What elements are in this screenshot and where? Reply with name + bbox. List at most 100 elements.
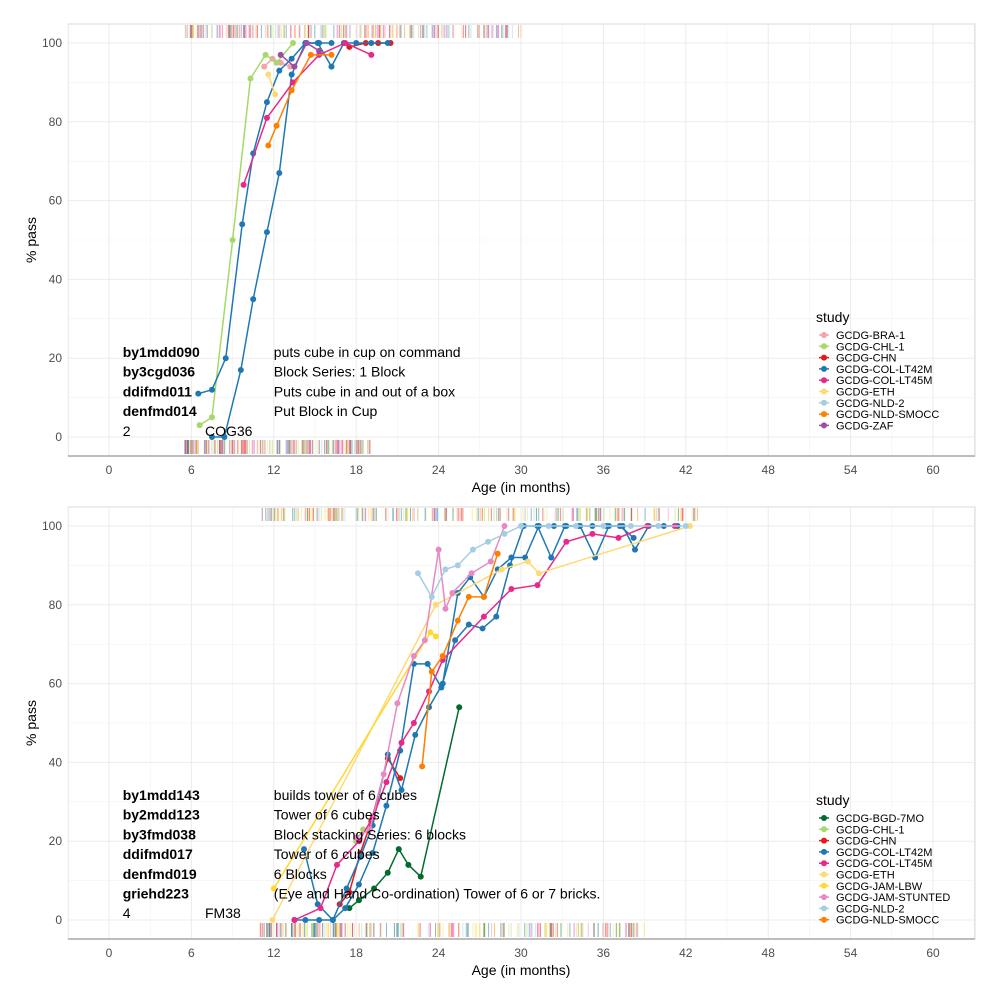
item-code: by3cgd036 — [123, 364, 196, 380]
data-point — [265, 142, 272, 149]
legend-item: GCDG-ZAF — [819, 420, 894, 432]
legend-label: GCDG-COL-LT45M — [836, 858, 932, 870]
data-point — [421, 637, 428, 644]
data-point — [237, 367, 244, 374]
data-point — [272, 91, 279, 98]
y-tick-label: 0 — [55, 913, 62, 927]
series-gcdg-nld-smocc — [419, 550, 501, 770]
data-point — [276, 170, 283, 177]
legend-key-point — [821, 860, 827, 867]
data-point — [655, 523, 662, 529]
item-label: builds tower of 6 cubes — [274, 787, 417, 803]
item-label: (Eye and Hand Co-ordination) Tower of 6 … — [274, 886, 601, 902]
item-label: 6 Blocks — [274, 866, 327, 882]
legend-title: study — [816, 792, 849, 808]
item-code: denfmd019 — [123, 866, 197, 882]
legend-item: GCDG-JAM-STUNTED — [819, 892, 950, 904]
data-point — [221, 434, 228, 440]
x-tick-label: 36 — [597, 463, 611, 477]
x-tick-label: 24 — [432, 463, 446, 477]
legend-label: GCDG-BGD-7MO — [836, 813, 924, 825]
data-point — [261, 63, 268, 70]
series-gcdg-zaf — [277, 40, 323, 70]
x-axis-title: Age (in months) — [472, 479, 571, 495]
legend-label: GCDG-NLD-SMOCC — [836, 409, 939, 421]
data-point — [405, 861, 412, 868]
item-label: Block Series: 1 Block — [274, 364, 406, 380]
x-tick-label: 54 — [844, 463, 858, 477]
data-point — [494, 550, 501, 557]
data-point — [465, 593, 472, 600]
legend-item: GCDG-NLD-2 — [819, 398, 904, 410]
item-label: puts cube in cup on command — [274, 344, 461, 360]
data-point — [534, 582, 541, 589]
series-line — [242, 42, 372, 186]
data-point — [263, 114, 270, 121]
y-tick-label: 60 — [49, 194, 63, 208]
data-point — [366, 826, 373, 833]
y-tick-label: 20 — [49, 834, 63, 848]
data-point — [368, 40, 375, 46]
legend-key-point — [821, 377, 827, 384]
data-point — [317, 905, 324, 912]
data-point — [432, 601, 439, 608]
item-label: Block stacking Series: 6 blocks — [274, 826, 466, 842]
legend-item: GCDG-BRA-1 — [819, 330, 905, 342]
data-point — [384, 40, 391, 46]
data-point — [686, 523, 693, 529]
data-point — [589, 530, 596, 537]
data-point — [355, 897, 362, 904]
data-point — [479, 625, 486, 632]
legend-label: GCDG-NLD-2 — [836, 398, 904, 410]
data-point — [508, 586, 515, 593]
data-point — [291, 917, 298, 923]
item-code: ddifmd017 — [123, 846, 193, 862]
legend-item: GCDG-CHN — [819, 836, 897, 848]
data-point — [290, 40, 297, 46]
data-point — [442, 566, 449, 573]
data-point — [195, 390, 202, 397]
x-tick-label: 42 — [679, 946, 693, 960]
legend-item: GCDG-BGD-7MO — [819, 813, 924, 825]
item-label: Tower of 6 cubes — [274, 846, 380, 862]
legend-item: GCDG-COL-LT42M — [819, 364, 932, 376]
series-gcdg-col-lt45m — [240, 40, 375, 188]
data-point — [273, 122, 280, 129]
series-gcdg-eth — [265, 71, 279, 98]
series-gcdg-nld-2 — [415, 523, 689, 600]
legend-item: GCDG-COL-LT45M — [819, 375, 932, 387]
data-point — [288, 55, 295, 62]
data-point — [452, 637, 459, 644]
data-point — [380, 771, 387, 778]
footer-left: 4 — [123, 905, 131, 921]
data-point — [535, 570, 542, 577]
legend-label: GCDG-COL-LT45M — [836, 375, 932, 387]
data-point — [449, 589, 456, 596]
legend-key-point — [821, 815, 827, 821]
data-point — [270, 885, 277, 892]
data-point — [454, 562, 461, 569]
data-point — [468, 570, 475, 577]
data-point — [343, 885, 350, 892]
data-point — [439, 680, 446, 687]
legend-label: GCDG-JAM-STUNTED — [836, 892, 950, 904]
data-point — [548, 554, 555, 561]
data-point — [342, 40, 349, 46]
data-point — [229, 237, 236, 243]
data-point — [545, 523, 552, 529]
data-point — [263, 229, 270, 236]
data-point — [316, 40, 323, 46]
legend-label: GCDG-BRA-1 — [836, 330, 905, 342]
data-point — [456, 704, 463, 711]
footer-left: 2 — [123, 423, 131, 439]
legend-item: GCDG-NLD-2 — [819, 903, 904, 915]
item-label: Put Block in Cup — [274, 403, 378, 419]
item-code: by1mdd143 — [123, 787, 200, 803]
data-point — [501, 523, 508, 529]
y-axis-title: % pass — [23, 700, 39, 746]
item-label: Puts cube in and out of a box — [274, 383, 455, 399]
item-code: denfmd014 — [123, 403, 197, 419]
series-gcdg-nld-smocc — [265, 51, 335, 149]
series-gcdg-eth — [269, 523, 693, 923]
data-point — [250, 296, 257, 303]
